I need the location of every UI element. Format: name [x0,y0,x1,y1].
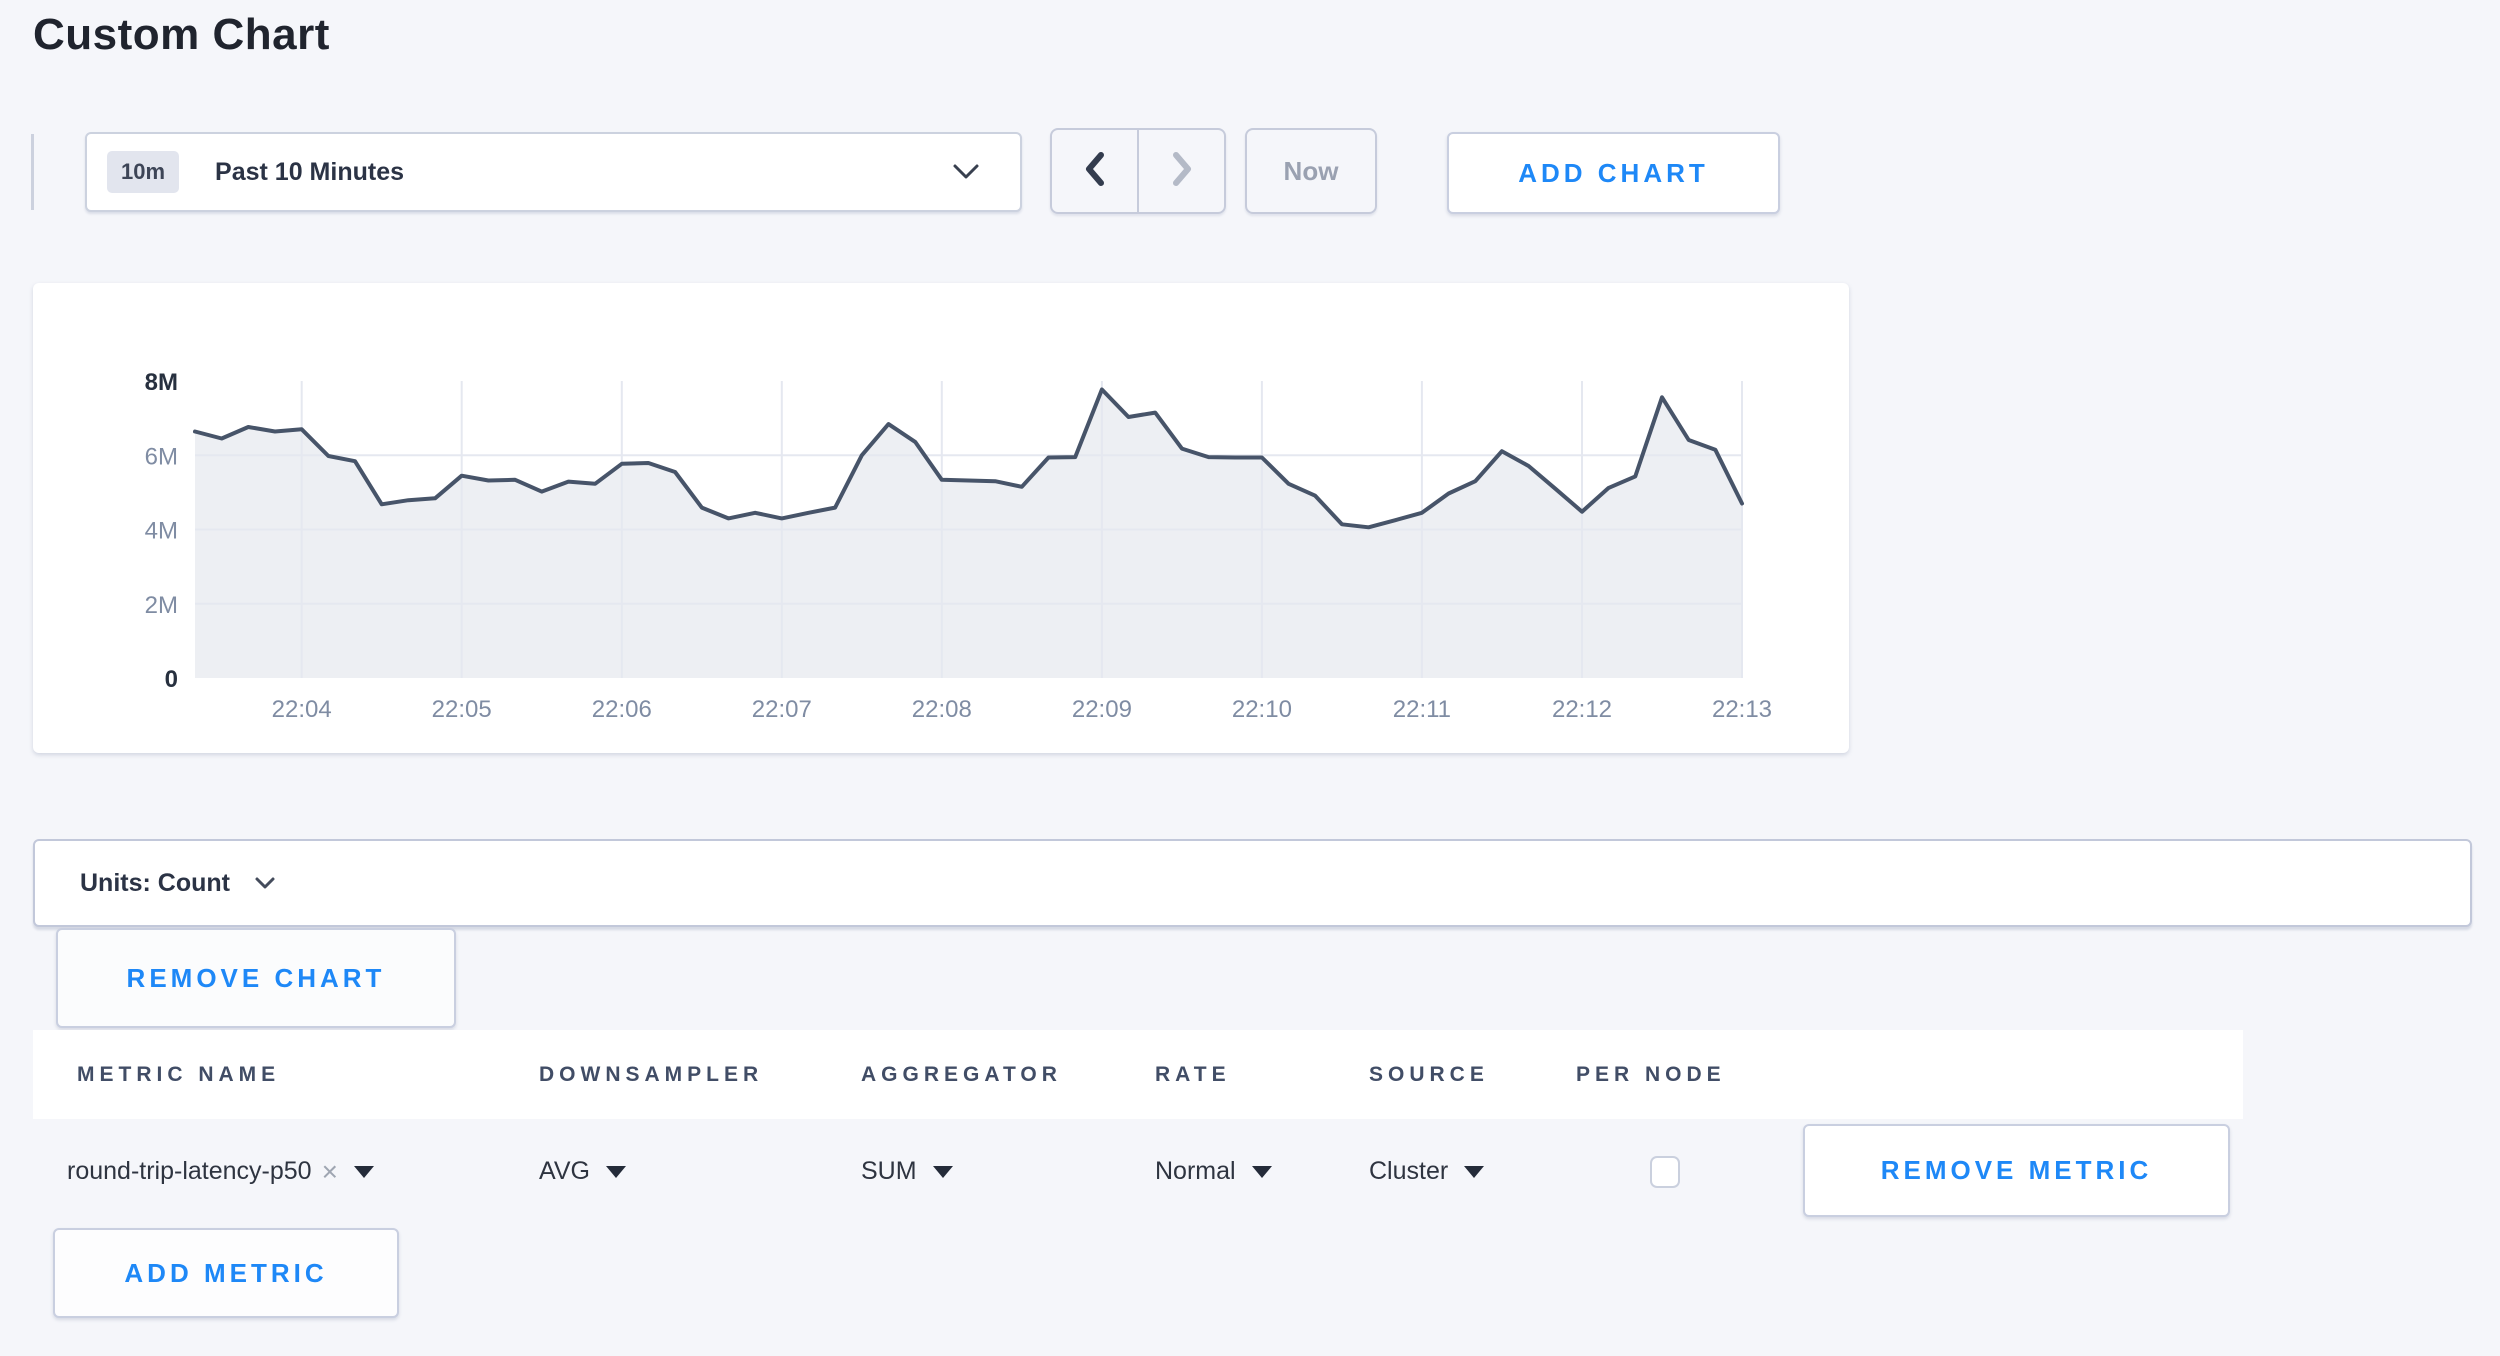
svg-text:22:08: 22:08 [912,696,972,723]
svg-text:22:12: 22:12 [1552,696,1612,723]
header-per-node: PER NODE [1576,1062,1726,1086]
svg-text:22:10: 22:10 [1232,696,1292,723]
svg-text:22:07: 22:07 [752,696,812,723]
now-button[interactable]: Now [1245,128,1377,214]
chevron-left-icon [1084,151,1106,192]
downsampler-select[interactable]: AVG [520,1157,845,1186]
time-next-button[interactable] [1139,130,1224,212]
units-dropdown[interactable]: Units: Count [33,839,2472,927]
toolbar-divider [31,134,34,210]
page-title: Custom Chart [33,10,330,59]
source-value: Cluster [1369,1157,1449,1185]
units-label: Units: Count [80,868,230,897]
header-metric-name: METRIC NAME [77,1062,281,1086]
remove-chart-button[interactable]: REMOVE CHART [56,928,456,1028]
svg-text:22:09: 22:09 [1072,696,1132,723]
clear-metric-icon[interactable]: × [321,1155,338,1187]
metric-row: round-trip-latency-p50 × AVG SUM Normal … [33,1119,2243,1224]
svg-text:22:04: 22:04 [272,696,332,723]
svg-text:22:05: 22:05 [432,696,492,723]
svg-text:0: 0 [165,666,178,693]
header-downsampler: DOWNSAMPLER [539,1062,764,1086]
source-select[interactable]: Cluster [1345,1157,1555,1186]
chevron-down-icon [254,876,276,891]
metric-name-value: round-trip-latency-p50 [67,1157,312,1185]
timescale-badge: 10m [107,151,180,193]
rate-value: Normal [1155,1157,1236,1185]
rate-select[interactable]: Normal [1130,1157,1345,1186]
time-prev-button[interactable] [1052,130,1139,212]
aggregator-select[interactable]: SUM [845,1157,1130,1186]
header-aggregator: AGGREGATOR [861,1062,1062,1086]
svg-text:8M: 8M [145,369,178,396]
chevron-right-icon [1171,151,1193,192]
dropdown-caret-icon [1464,1165,1485,1178]
metric-name-select[interactable]: round-trip-latency-p50 × [33,1156,520,1188]
svg-text:22:13: 22:13 [1712,696,1772,723]
chevron-down-icon [952,163,980,181]
per-node-checkbox[interactable] [1650,1155,1680,1188]
header-rate: RATE [1155,1062,1231,1086]
svg-text:22:06: 22:06 [592,696,652,723]
dropdown-caret-icon [932,1165,953,1178]
header-source: SOURCE [1369,1062,1489,1086]
custom-chart-area: 22:04 22:05 22:06 22:07 22:08 22:09 22:10 22:11… [145,369,1772,723]
metrics-table-header: METRIC NAME DOWNSAMPLER AGGREGATOR RATE … [33,1030,2243,1119]
svg-text:4M: 4M [145,518,178,545]
time-nav-arrows [1050,128,1226,214]
svg-text:2M: 2M [145,592,178,619]
svg-text:6M: 6M [145,443,178,470]
add-chart-button[interactable]: ADD CHART [1447,132,1780,214]
timescale-label: Past 10 Minutes [215,157,404,186]
chart-card: 22:04 22:05 22:06 22:07 22:08 22:09 22:10 22:11… [33,283,1849,753]
dropdown-caret-icon [353,1165,374,1178]
downsampler-value: AVG [539,1157,590,1185]
dropdown-caret-icon [605,1165,626,1178]
dropdown-caret-icon [1251,1165,1272,1178]
aggregator-value: SUM [861,1157,917,1185]
svg-text:22:11: 22:11 [1393,696,1451,723]
add-metric-button[interactable]: ADD METRIC [53,1228,399,1318]
timescale-dropdown[interactable]: 10m Past 10 Minutes [85,132,1022,212]
remove-metric-button[interactable]: REMOVE METRIC [1803,1124,2230,1217]
